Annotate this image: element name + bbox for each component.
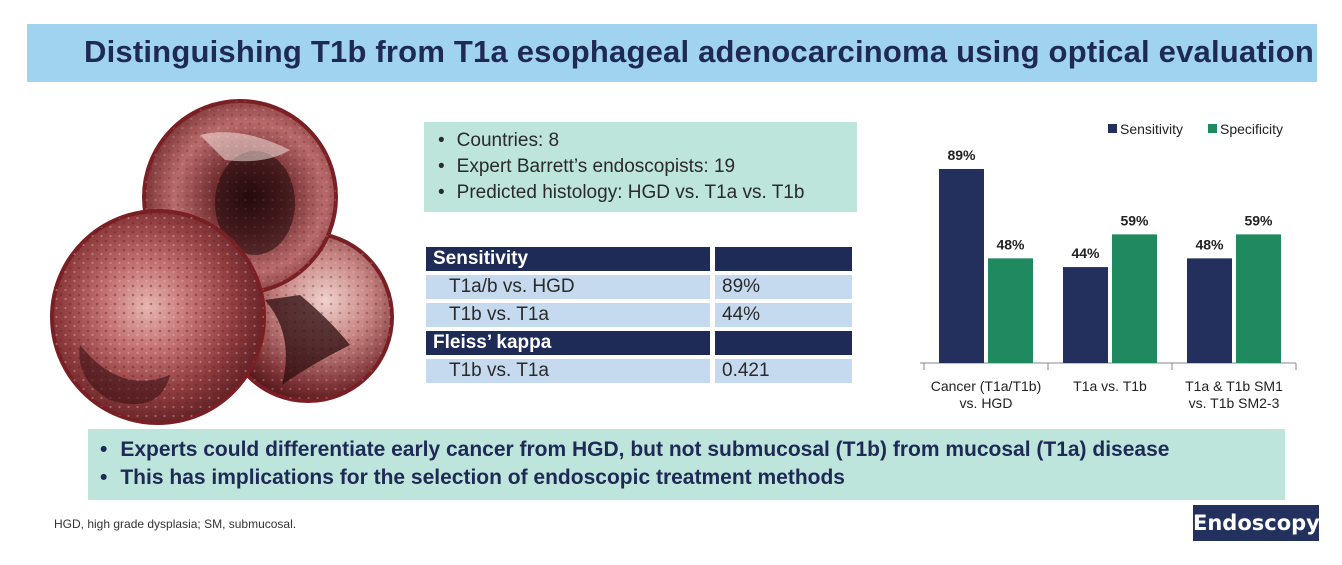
category-label: vs. T1b SM2-3 — [1189, 395, 1280, 411]
data-label: 59% — [1244, 212, 1273, 228]
study-info-panel: Countries: 8 Expert Barrett’s endoscopis… — [424, 122, 857, 212]
kappa-header: Fleiss’ kappa — [426, 331, 710, 355]
info-predicted-histology: Predicted histology: HGD vs. T1a vs. T1b — [438, 180, 857, 206]
info-endoscopists: Expert Barrett’s endoscopists: 19 — [438, 154, 857, 180]
bar-sensitivity-2 — [1187, 258, 1232, 363]
table-cell-value: 89% — [715, 275, 852, 299]
legend-swatch-1 — [1208, 124, 1217, 133]
table-cell-value: 0.421 — [715, 359, 852, 383]
bar-chart: Sensitivity Specificity 89% 48% Cancer (T1a/… — [920, 105, 1315, 425]
conclusion-list: Experts could differentiate early cancer… — [88, 429, 1285, 492]
table-row: T1a/b vs. HGD 89% — [426, 275, 852, 299]
table-header-blank — [715, 247, 852, 271]
data-label: 59% — [1120, 212, 1149, 228]
endoscopy-images — [50, 99, 394, 425]
bar-sensitivity-0 — [939, 168, 984, 363]
table-header-row: Fleiss’ kappa — [426, 331, 852, 355]
bar-specificity-0 — [988, 258, 1033, 363]
legend-label-0: Sensitivity — [1120, 121, 1183, 137]
category-label: vs. HGD — [960, 395, 1013, 411]
results-table: Sensitivity T1a/b vs. HGD 89% T1b vs. T1… — [426, 247, 852, 387]
table-cell-label: T1a/b vs. HGD — [426, 275, 710, 299]
table-row: T1b vs. T1a 0.421 — [426, 359, 852, 383]
study-info-list: Countries: 8 Expert Barrett’s endoscopis… — [424, 122, 857, 206]
conclusion-item: This has implications for the selection … — [100, 464, 1285, 492]
conclusion-panel: Experts could differentiate early cancer… — [88, 429, 1285, 500]
journal-logo: Endoscopy — [1193, 505, 1320, 541]
table-row: T1b vs. T1a 44% — [426, 303, 852, 327]
sensitivity-header: Sensitivity — [426, 247, 710, 271]
table-cell-label: T1b vs. T1a — [426, 303, 710, 327]
category-label: Cancer (T1a/T1b) — [931, 378, 1041, 394]
table-cell-label: T1b vs. T1a — [426, 359, 710, 383]
table-cell-value: 44% — [715, 303, 852, 327]
conclusion-item: Experts could differentiate early cancer… — [100, 436, 1285, 464]
bar-specificity-2 — [1236, 234, 1281, 363]
table-header-blank — [715, 331, 852, 355]
data-label: 44% — [1071, 245, 1100, 261]
category-label: T1a & T1b SM1 — [1185, 378, 1283, 394]
category-label: T1a vs. T1b — [1073, 378, 1147, 394]
table-header-row: Sensitivity — [426, 247, 852, 271]
bar-specificity-1 — [1112, 234, 1157, 363]
title-banner: Distinguishing T1b from T1a esophageal a… — [27, 24, 1317, 82]
info-countries: Countries: 8 — [438, 128, 857, 154]
legend-swatch-0 — [1108, 124, 1117, 133]
legend-label-1: Specificity — [1220, 121, 1283, 137]
data-label: 48% — [996, 236, 1025, 252]
data-label: 89% — [947, 147, 976, 163]
data-label: 48% — [1195, 236, 1224, 252]
bar-chart-svg: Sensitivity Specificity 89% 48% Cancer (T1a/… — [920, 121, 1297, 411]
page-title: Distinguishing T1b from T1a esophageal a… — [84, 34, 1314, 69]
bar-sensitivity-1 — [1063, 267, 1108, 363]
footnote: HGD, high grade dysplasia; SM, submucosa… — [54, 517, 297, 531]
